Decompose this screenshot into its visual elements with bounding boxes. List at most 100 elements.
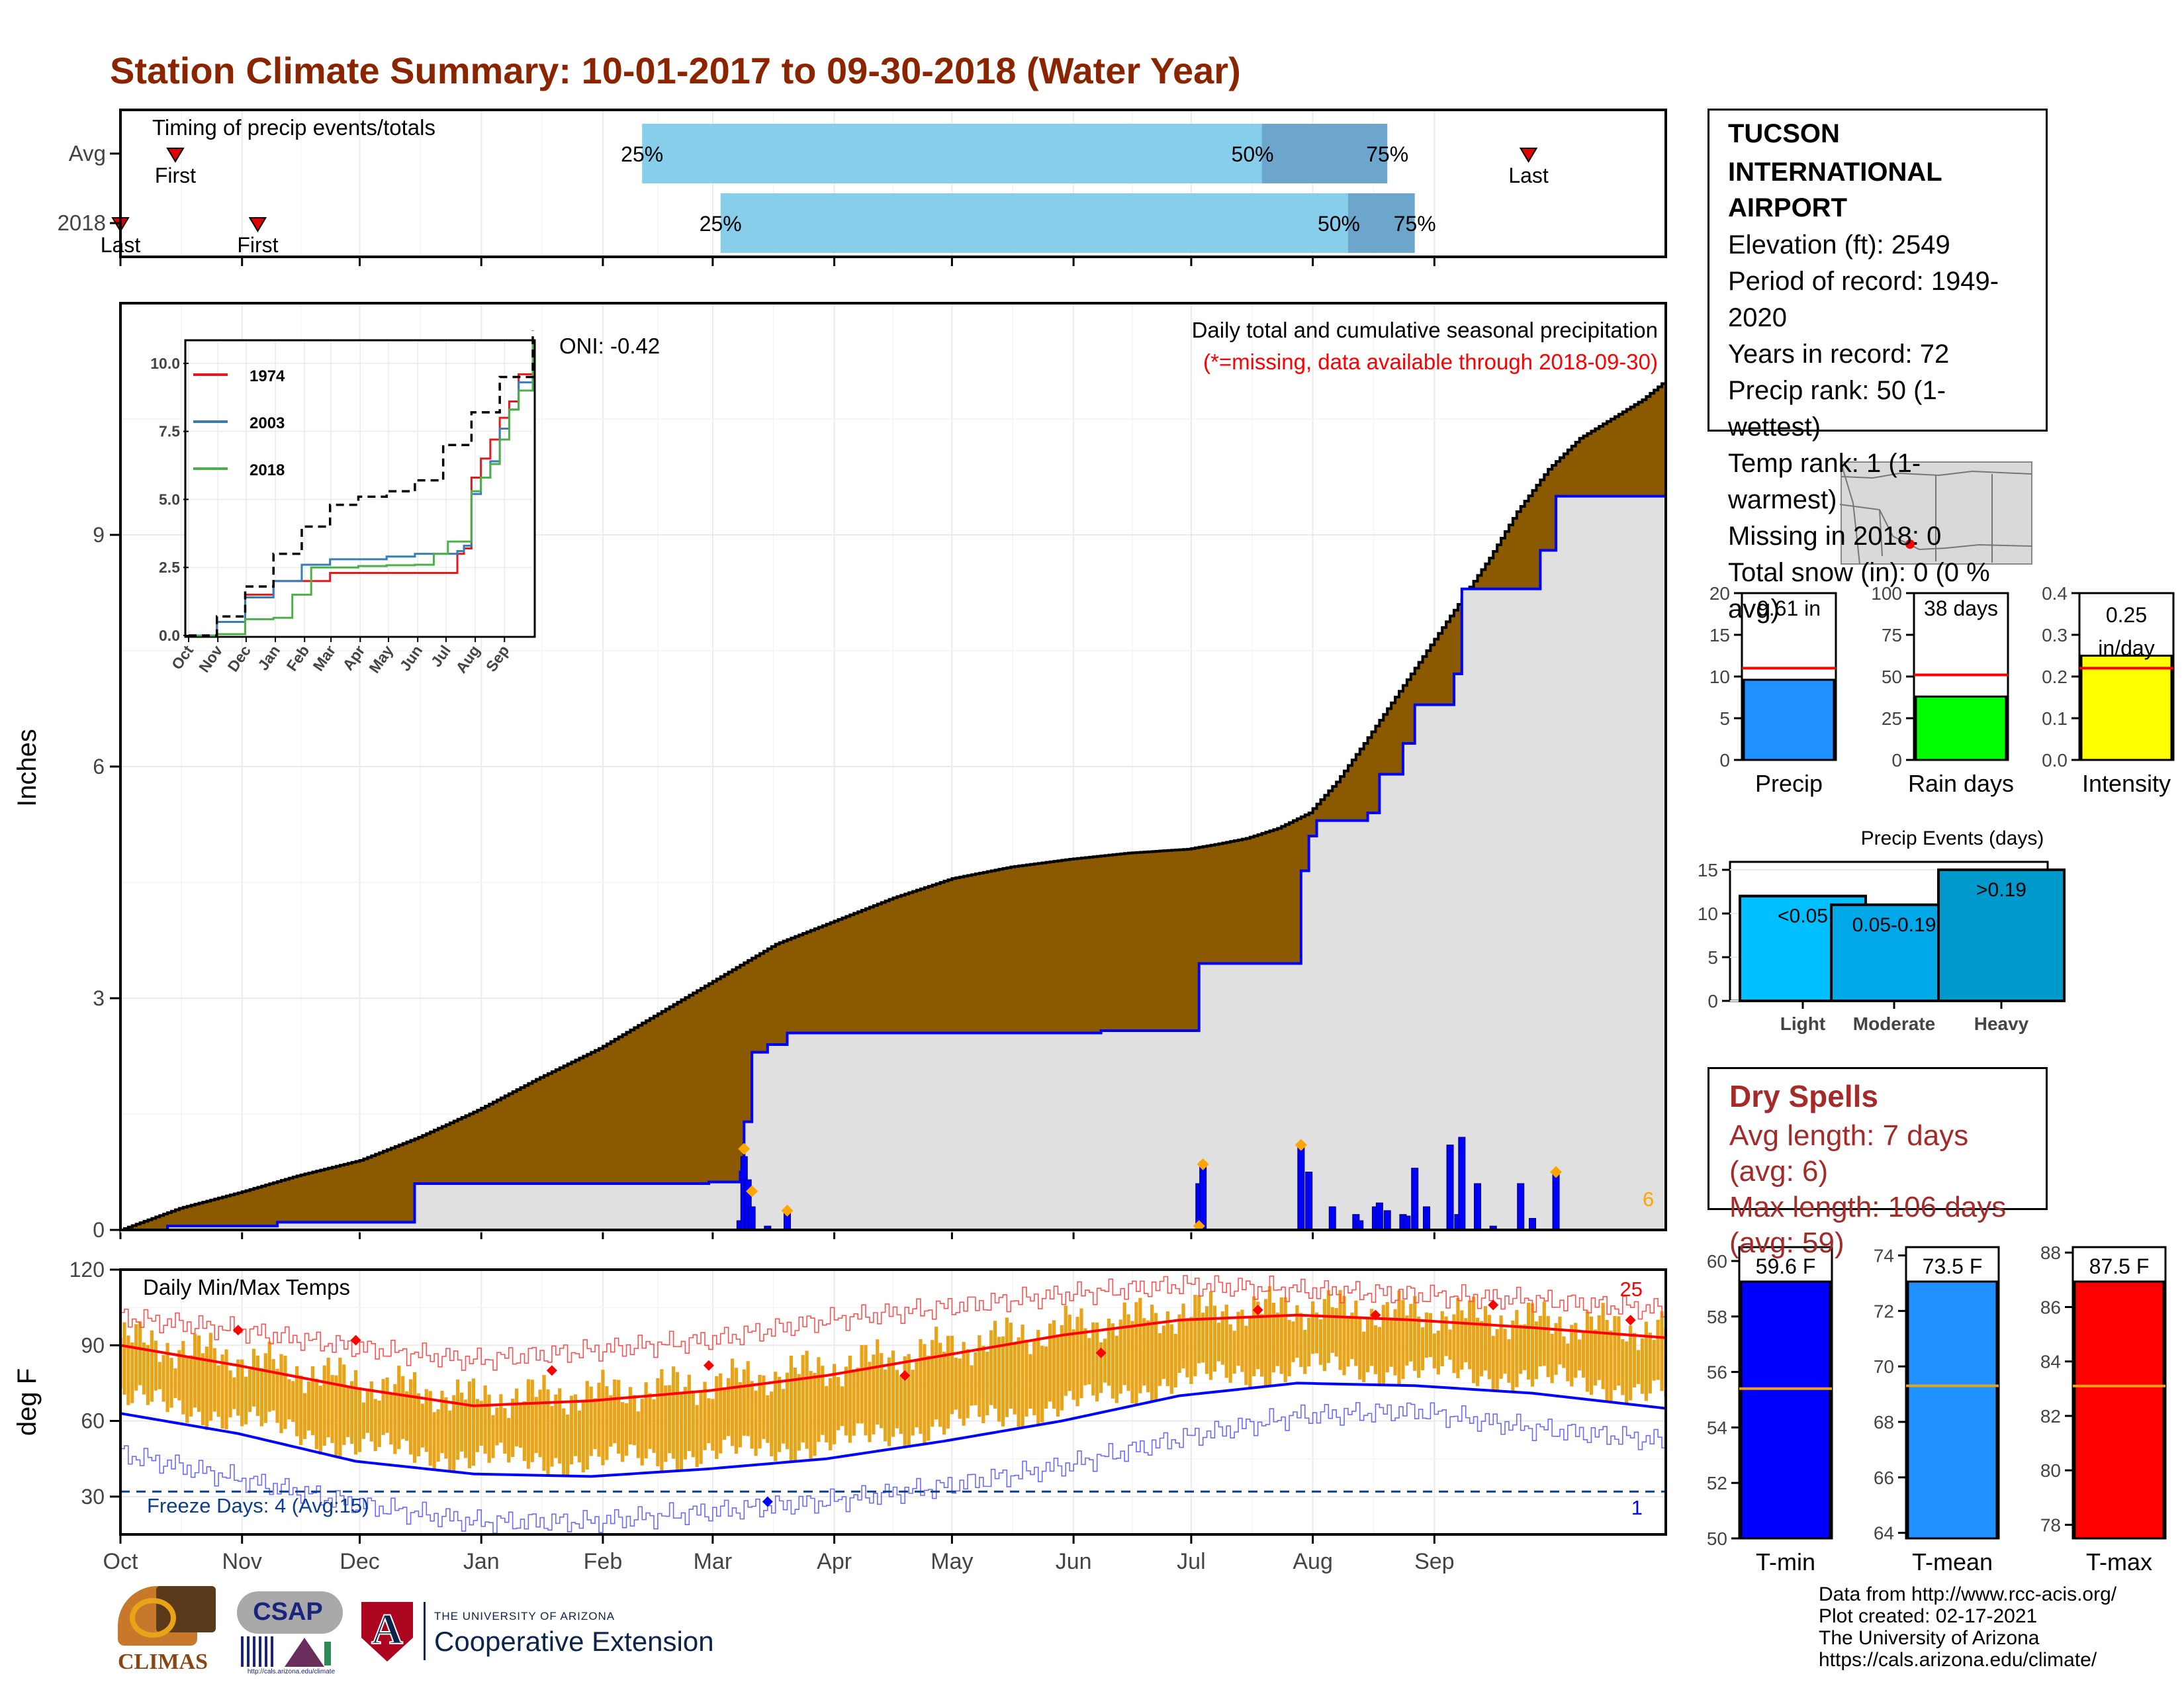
daily-temp-bar [1578,1339,1582,1371]
daily-temp-bar [463,1399,468,1458]
temp-xtick-label: Dec [340,1549,379,1574]
gauge-axis-label: T-min [1756,1548,1815,1575]
precip-panel-title: Daily total and cumulative seasonal prec… [1192,318,1658,342]
daily-temp-bar [1021,1325,1024,1429]
daily-temp-bar [393,1384,397,1454]
daily-temp-bar [848,1355,852,1443]
daily-temp-bar [781,1389,786,1444]
daily-temp-bar [1605,1319,1609,1402]
gauge-ytick-label: 68 [1874,1412,1894,1432]
last-event-marker [1519,148,1538,163]
daily-temp-bar [632,1395,636,1446]
gauge-ytick-label: 15 [1709,625,1730,645]
daily-temp-bar [609,1395,613,1447]
avg-min-line [120,1382,1666,1478]
ua-cooperative-extension-logo: A THE UNIVERSITY OF ARIZONA Cooperative … [361,1602,745,1675]
daily-temp-bar [408,1379,413,1455]
daily-temp-bar [1389,1317,1393,1367]
daily-temp-bar [1401,1299,1405,1380]
record-low-count: 1 [1631,1496,1643,1519]
timing-label-25: 25% [700,212,742,236]
climas-logo: CLIMAS [110,1586,216,1679]
daily-temp-bar [1417,1316,1421,1378]
daily-temp-bar [1087,1338,1091,1385]
daily-temp-bar [1240,1309,1244,1372]
daily-temp-bar [1252,1296,1256,1376]
daily-temp-bar [817,1357,821,1442]
daily-temp-bar [1456,1297,1460,1379]
gauge-ytick-label: 0.1 [2042,708,2068,729]
daily-temp-bar [459,1392,464,1452]
daily-temp-bar [1079,1308,1083,1399]
daily-temp-bar [232,1377,236,1409]
daily-temp-bar [993,1321,997,1409]
gauge-t-min: 50 52 54 56 58 60 59.6 F T-min [1707,1246,1833,1575]
daily-temp-bar [1365,1317,1370,1372]
credits: Data from http://www.rcc-acis.org/ Plot … [1819,1583,2116,1671]
gauge-bar [2080,655,2173,761]
daily-temp-bar [224,1349,228,1430]
daily-temp-bar [1303,1329,1307,1374]
daily-temp-bar [1244,1325,1248,1385]
events-bar-label: <0.05 [1778,906,1828,927]
record-high-marker [232,1325,244,1336]
daily-temp-bar [1169,1324,1173,1394]
gauge-ytick-label: 0.0 [2042,750,2068,771]
station-period: Period of record: 1949-2020 [1728,267,1999,332]
precip-ytick-label: 3 [93,986,105,1010]
daily-temp-bar [1475,1317,1480,1386]
precip-ytick-label: 6 [93,755,105,778]
daily-temp-bar [369,1381,373,1442]
daily-temp-bar [703,1382,707,1450]
daily-temp-bar [605,1386,609,1460]
daily-temp-bar [640,1399,644,1466]
daily-temp-bar [758,1375,762,1449]
daily-temp-bar [1013,1342,1017,1415]
daily-temp-bar [1358,1316,1362,1380]
daily-temp-bar [985,1351,989,1415]
events-ytick-label: 5 [1707,947,1718,968]
daily-temp-bar [891,1350,895,1437]
gauge-ytick-label: 100 [1871,583,1902,604]
daily-precip-bar [1422,1206,1430,1230]
daily-temp-bar [1048,1323,1052,1402]
daily-temp-bar [934,1327,938,1420]
daily-temp-bar [907,1354,911,1448]
daily-temp-bar [1279,1297,1283,1374]
daily-temp-bar [1138,1297,1142,1393]
daily-temp-bar [601,1370,605,1466]
daily-temp-bar [872,1354,876,1434]
daily-temp-bar [248,1369,252,1412]
daily-temp-bar [974,1352,978,1405]
daily-temp-bar [1483,1306,1487,1371]
daily-temp-bar [1558,1316,1562,1365]
daily-temp-bar [1001,1336,1005,1427]
gauge-value-label: 87.5 F [2089,1254,2150,1278]
daily-temp-bar [1220,1311,1224,1365]
daily-temp-bar [1028,1354,1032,1409]
daily-temp-bar [1126,1314,1130,1391]
daily-temp-bar [1009,1323,1013,1409]
daily-temp-bar [1314,1312,1319,1354]
daily-temp-bar [962,1342,966,1426]
daily-temp-bar [1130,1321,1134,1403]
daily-temp-bar [880,1353,884,1429]
record-high-marker [350,1335,361,1346]
daily-temp-bar [436,1409,440,1462]
credit-url: https://cals.arizona.edu/climate/ [1819,1649,2097,1671]
csap-logo-url: http://cals.arizona.edu/climate [247,1668,336,1675]
daily-temp-bar [546,1389,550,1476]
daily-temp-bar [715,1376,719,1460]
daily-temp-bar [126,1335,130,1405]
daily-temp-bar [833,1364,837,1444]
daily-temp-bar [1515,1309,1519,1387]
daily-temp-bar [1381,1305,1385,1385]
daily-temp-bar [377,1400,381,1448]
daily-temp-bar [1177,1314,1181,1373]
daily-temp-bar [161,1355,165,1402]
daily-temp-bar [1464,1318,1468,1362]
gauge-ytick-label: 80 [2040,1460,2061,1481]
location-map [1839,461,2032,565]
daily-temp-bar [522,1401,527,1462]
daily-temp-bar [884,1369,887,1442]
